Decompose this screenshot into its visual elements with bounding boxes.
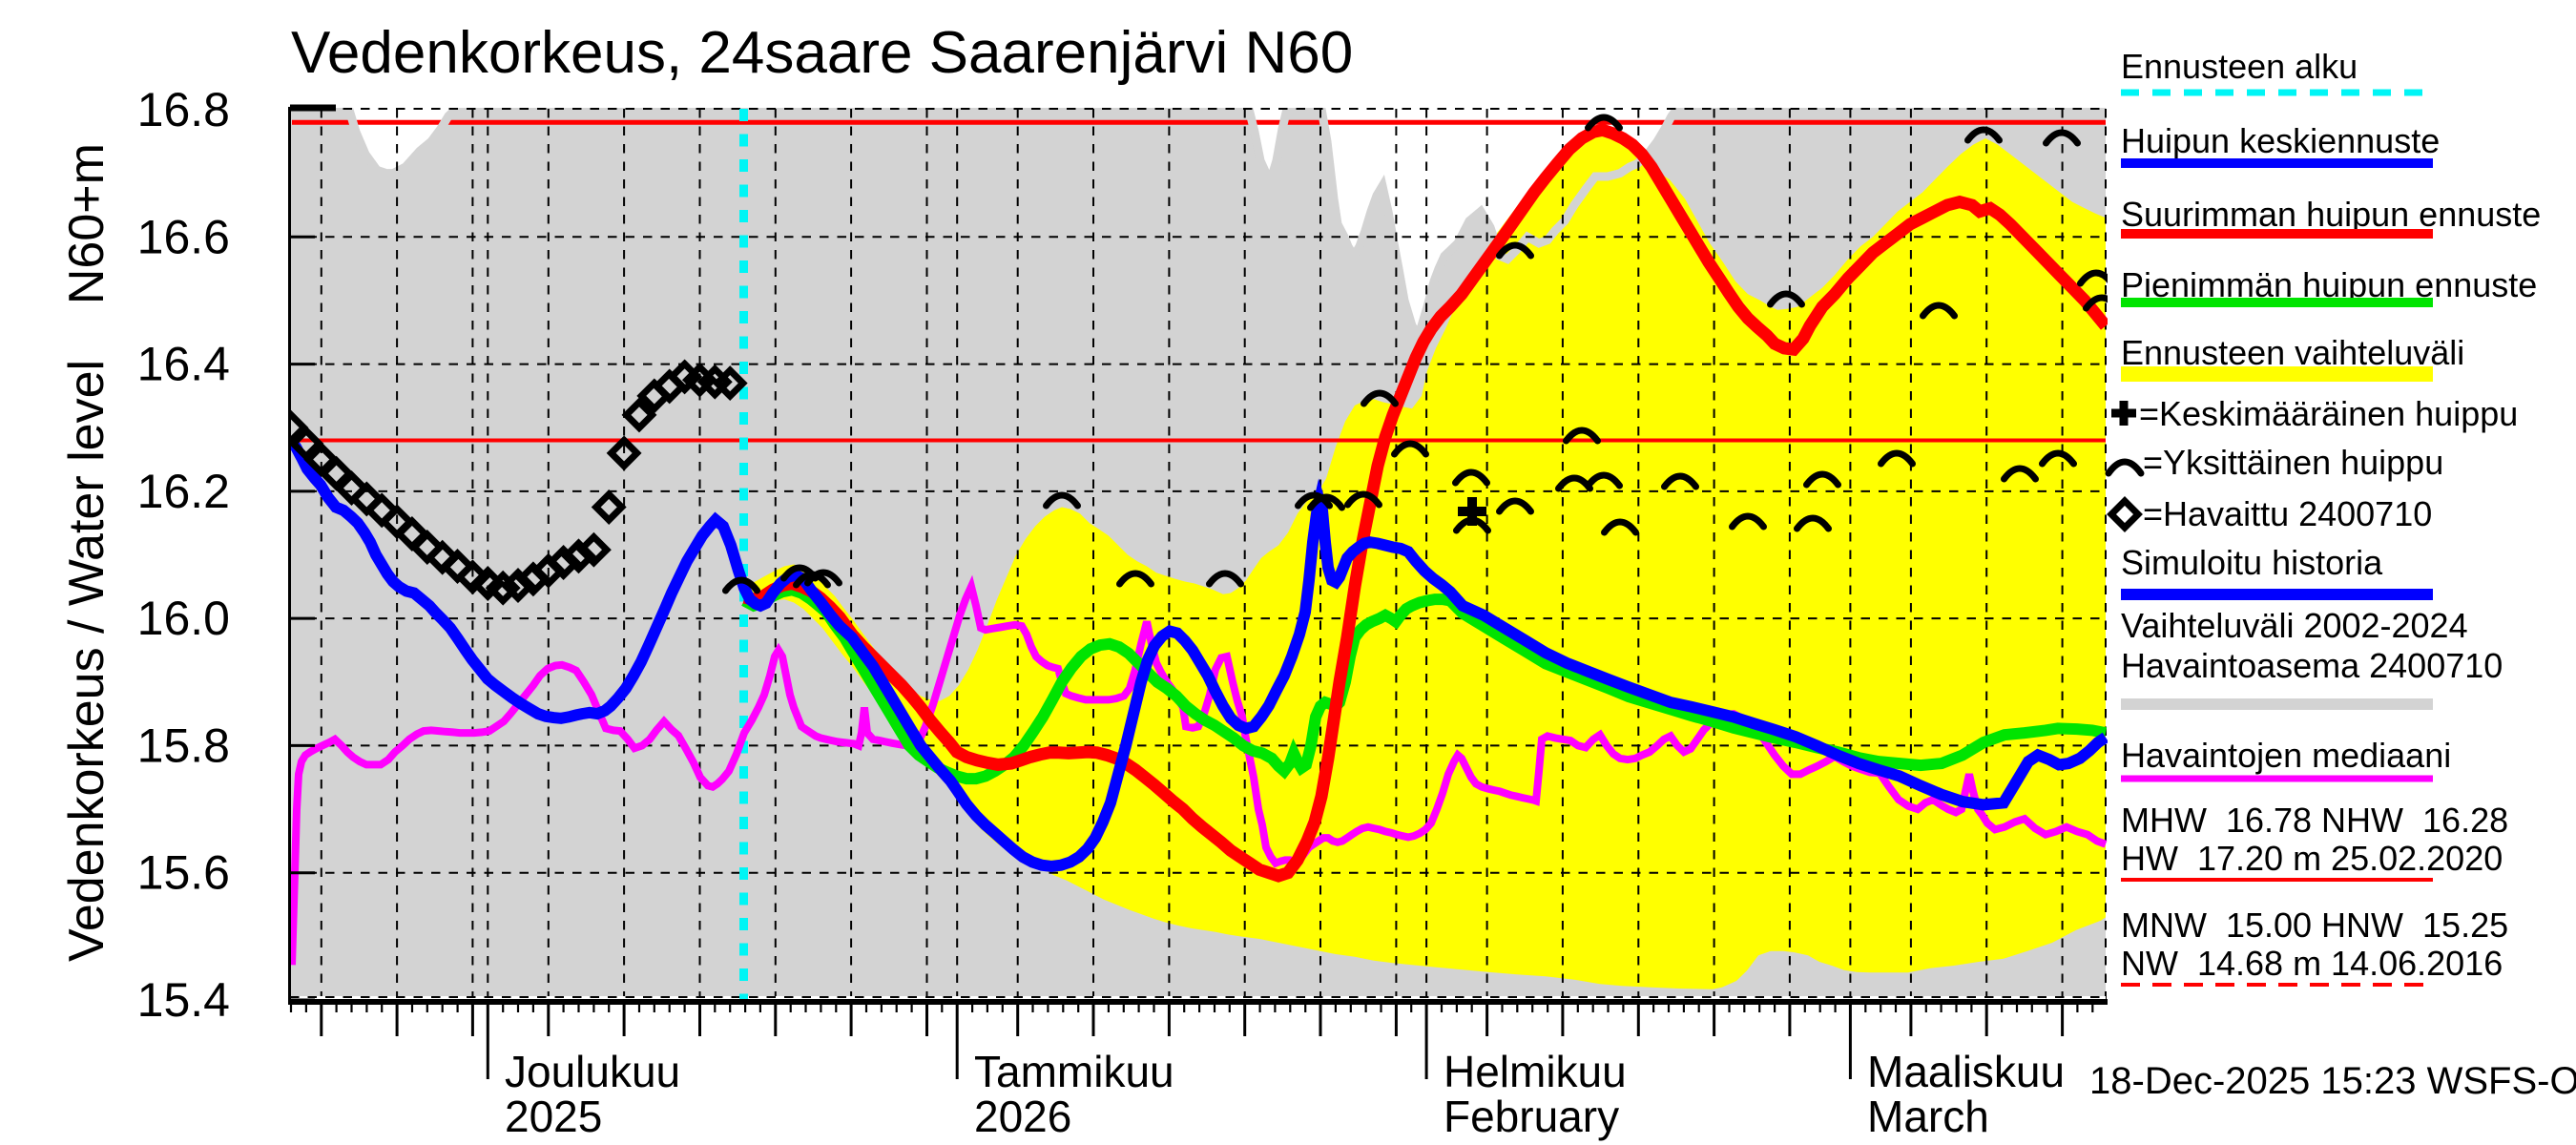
svg-text:Huipun keskiennuste: Huipun keskiennuste: [2121, 121, 2440, 160]
svg-text:16.6: 16.6: [137, 210, 230, 263]
svg-text:MHW 16.78 NHW 16.28: MHW 16.78 NHW 16.28: [2121, 801, 2508, 840]
svg-text:18-Dec-2025 15:23 WSFS-O: 18-Dec-2025 15:23 WSFS-O: [2089, 1060, 2576, 1102]
svg-text:Joulukuu: Joulukuu: [505, 1047, 680, 1096]
svg-text:Ennusteen alku: Ennusteen alku: [2121, 47, 2358, 86]
svg-text:Havaintojen mediaani: Havaintojen mediaani: [2121, 736, 2451, 775]
svg-text:Vaihteluväli 2002-2024: Vaihteluväli 2002-2024: [2121, 606, 2468, 645]
svg-text:16.2: 16.2: [137, 465, 230, 518]
svg-text:=Havaittu 2400710: =Havaittu 2400710: [2143, 494, 2432, 533]
svg-text:2025: 2025: [505, 1092, 602, 1141]
svg-text:Havaintoasema 2400710: Havaintoasema 2400710: [2121, 646, 2503, 685]
svg-text:16.8: 16.8: [137, 83, 230, 136]
svg-text:Vedenkorkeus, 24saare Saarenjä: Vedenkorkeus, 24saare Saarenjärvi N60: [291, 20, 1353, 86]
svg-text:Vedenkorkeus / Water level: Vedenkorkeus / Water level N60+m: [59, 143, 114, 962]
svg-text:15.6: 15.6: [137, 846, 230, 900]
svg-text:Suurimman huipun ennuste: Suurimman huipun ennuste: [2121, 195, 2541, 234]
svg-text:15.8: 15.8: [137, 718, 230, 772]
svg-text:15.4: 15.4: [137, 973, 230, 1027]
svg-text:NW 14.68 m 14.06.2016: NW 14.68 m 14.06.2016: [2121, 944, 2503, 983]
svg-text:2026: 2026: [974, 1092, 1071, 1141]
svg-text:16.4: 16.4: [137, 338, 230, 391]
svg-text:=Keskimääräinen huippu: =Keskimääräinen huippu: [2139, 394, 2518, 433]
svg-text:=Yksittäinen huippu: =Yksittäinen huippu: [2143, 443, 2443, 482]
svg-text:Tammikuu: Tammikuu: [974, 1047, 1174, 1096]
svg-text:Ennusteen vaihteluväli: Ennusteen vaihteluväli: [2121, 333, 2464, 372]
svg-text:16.0: 16.0: [137, 592, 230, 645]
svg-text:February: February: [1444, 1092, 1619, 1141]
svg-text:MNW 15.00 HNW 15.25: MNW 15.00 HNW 15.25: [2121, 906, 2508, 945]
svg-text:Helmikuu: Helmikuu: [1444, 1047, 1627, 1096]
svg-text:Maaliskuu: Maaliskuu: [1867, 1047, 2065, 1096]
svg-text:Simuloitu historia: Simuloitu historia: [2121, 543, 2383, 582]
svg-text:HW 17.20 m 25.02.2020: HW 17.20 m 25.02.2020: [2121, 839, 2503, 878]
svg-text:March: March: [1867, 1092, 1989, 1141]
